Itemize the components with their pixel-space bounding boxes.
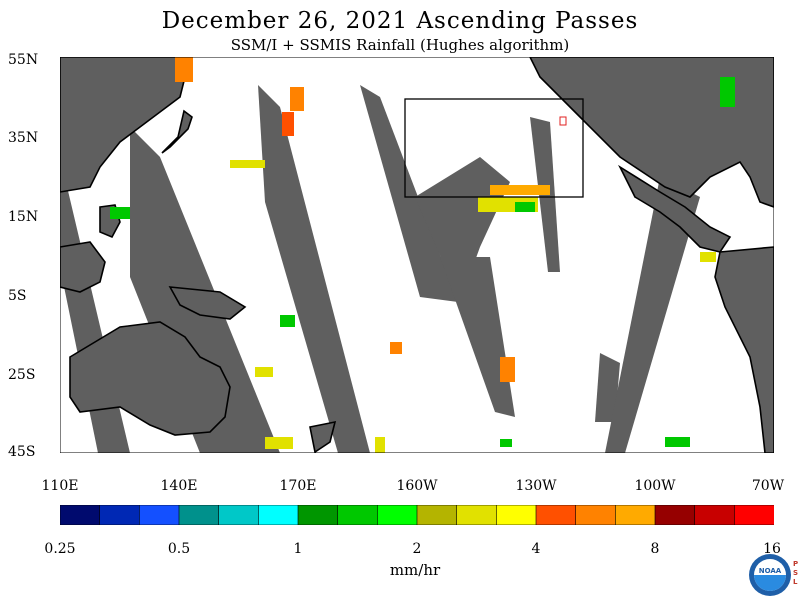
colorbar-swatch (654, 505, 696, 525)
lon-label: 110E (41, 478, 79, 494)
colorbar-swatch (60, 505, 101, 525)
region-box (404, 98, 584, 198)
colorbar-tick: 2 (412, 541, 422, 557)
psl-letter: S (793, 569, 799, 577)
lon-label: 100W (634, 478, 676, 494)
colorbar-tick: 16 (763, 541, 781, 557)
rain-patch (110, 207, 130, 219)
swath-gap (595, 353, 620, 422)
rain-patch (230, 160, 265, 168)
colorbar-swatch (535, 505, 577, 525)
rain-patches (110, 57, 735, 453)
colorbar-tick: 1 (293, 541, 303, 557)
rain-patch (500, 439, 512, 447)
colorbar-swatch (297, 505, 339, 525)
colorbar-swatch (734, 505, 774, 525)
swath-gap (605, 177, 700, 453)
colorbar-tick: 0.25 (44, 541, 76, 557)
australia-land (69, 321, 231, 436)
colorbar-swatch (139, 505, 180, 525)
rain-patch (175, 57, 193, 82)
psl-letter: P (793, 560, 799, 568)
rain-patch (515, 202, 535, 212)
colorbar-swatch (218, 505, 260, 525)
lat-label: 15N (8, 209, 39, 225)
lon-label: 170E (279, 478, 317, 494)
swath-gap (415, 157, 510, 302)
location-marker (559, 116, 567, 126)
lat-label: 5S (8, 288, 27, 304)
rain-patch (290, 87, 304, 111)
lon-label: 130W (515, 478, 557, 494)
south-america-land (714, 246, 774, 453)
rain-patch (700, 252, 716, 262)
colorbar-tick: 0.5 (167, 541, 191, 557)
rain-patch (390, 342, 402, 354)
colorbar-swatch (416, 505, 458, 525)
japan-land (161, 109, 193, 154)
rain-patch (665, 437, 690, 447)
lat-label: 45S (8, 444, 36, 460)
rain-patch (375, 437, 385, 453)
colorbar-units: mm/hr (389, 561, 441, 579)
noaa-logo: NOAA (749, 554, 791, 596)
colorbar-swatch (337, 505, 379, 525)
map-title: December 26, 2021 Ascending Passes (161, 8, 639, 34)
lat-label: 25S (8, 367, 36, 383)
colorbar (60, 505, 774, 525)
psl-logo: P S L (793, 560, 798, 587)
colorbar-swatch (575, 505, 617, 525)
swath-gap (258, 85, 370, 453)
rain-patch (255, 367, 273, 377)
rain-patch (280, 315, 295, 327)
psl-letter: L (793, 578, 798, 586)
colorbar-swatch (496, 505, 537, 525)
swath-gap (360, 85, 458, 302)
north-america-land (529, 57, 774, 208)
borneo-land (60, 241, 106, 293)
rain-patch (490, 185, 550, 195)
lon-label: 70W (751, 478, 785, 494)
rainfall-map (60, 57, 774, 453)
colorbar-swatch (694, 505, 736, 525)
colorbar-tick: 4 (531, 541, 541, 557)
lon-label: 160W (396, 478, 438, 494)
lat-label: 35N (8, 130, 39, 146)
colorbar-swatch (99, 505, 141, 525)
lon-label: 140E (160, 478, 198, 494)
rain-patch (282, 112, 294, 136)
colorbar-tick: 8 (650, 541, 660, 557)
rain-patch (720, 77, 735, 107)
colorbar-swatch (377, 505, 418, 525)
land-masses (60, 57, 774, 453)
colorbar-swatch (178, 505, 220, 525)
rain-patch (500, 357, 515, 382)
new-guinea-land (168, 286, 247, 320)
swath-gap (440, 257, 515, 417)
colorbar-swatch (258, 505, 299, 525)
colorbar-swatch (615, 505, 656, 525)
colorbar-swatch (456, 505, 498, 525)
new-zealand-land (309, 420, 337, 453)
map-subtitle: SSM/I + SSMIS Rainfall (Hughes algorithm… (230, 36, 570, 54)
rain-patch (265, 437, 293, 449)
lat-label: 55N (8, 52, 39, 68)
logo-text: NOAA (759, 567, 782, 575)
